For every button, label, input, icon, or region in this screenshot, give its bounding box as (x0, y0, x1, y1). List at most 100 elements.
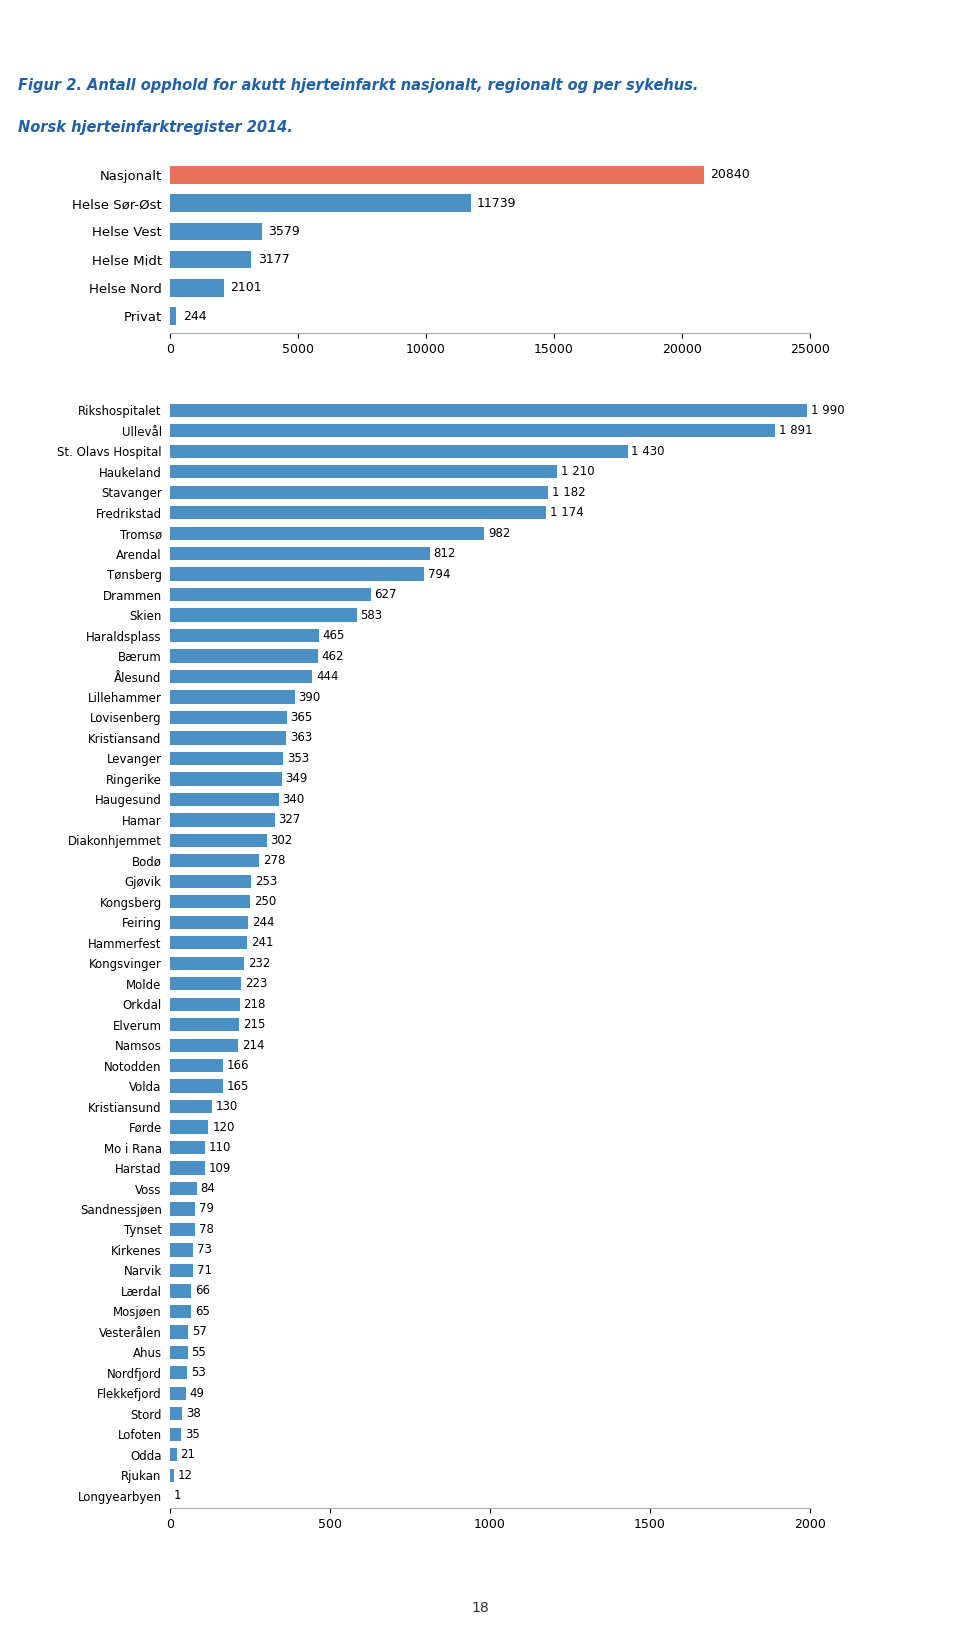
Bar (170, 167, 704, 183)
Text: 1 174: 1 174 (549, 506, 584, 519)
Bar (170, 753, 283, 766)
Bar (170, 895, 250, 908)
Bar (170, 1448, 177, 1461)
Text: 12: 12 (178, 1469, 193, 1482)
Bar (170, 1222, 195, 1237)
Text: ●●●  NORSK HJERTEINFARKTREGISTER: ●●● NORSK HJERTEINFARKTREGISTER (267, 21, 693, 41)
Text: 55: 55 (191, 1346, 206, 1360)
Bar (170, 1306, 191, 1319)
Text: 241: 241 (251, 936, 274, 949)
Text: 794: 794 (428, 568, 450, 581)
Text: 1 891: 1 891 (779, 424, 812, 437)
Text: 165: 165 (227, 1080, 249, 1093)
Text: 2101: 2101 (230, 281, 262, 294)
Bar (170, 998, 240, 1011)
Bar (170, 1346, 187, 1360)
Bar (170, 1080, 223, 1093)
Bar (170, 1140, 205, 1155)
Text: 3177: 3177 (257, 254, 290, 267)
Bar (170, 1428, 181, 1441)
Bar (170, 1162, 204, 1175)
Bar (170, 834, 267, 847)
Bar (170, 957, 244, 970)
Bar (170, 1263, 193, 1278)
Text: 340: 340 (282, 793, 305, 807)
Bar (170, 568, 424, 581)
Text: 1: 1 (174, 1489, 181, 1502)
Bar (170, 424, 775, 437)
Text: 109: 109 (208, 1162, 231, 1175)
Text: 20840: 20840 (709, 169, 750, 182)
Text: 73: 73 (197, 1243, 212, 1256)
Bar (170, 710, 287, 725)
Bar (170, 628, 319, 643)
Text: 57: 57 (192, 1325, 207, 1338)
Text: 214: 214 (242, 1039, 265, 1052)
Bar (170, 875, 251, 888)
Text: 353: 353 (287, 753, 309, 766)
Text: 1 210: 1 210 (561, 465, 594, 478)
Bar (170, 527, 484, 540)
Bar (170, 1121, 208, 1134)
Bar (170, 772, 281, 785)
Text: 79: 79 (199, 1202, 214, 1216)
Bar (170, 936, 247, 949)
Bar (170, 977, 241, 990)
Text: 250: 250 (253, 895, 276, 908)
Text: 444: 444 (316, 671, 339, 682)
Text: 65: 65 (195, 1306, 209, 1319)
Text: 349: 349 (285, 772, 308, 785)
Text: 1 430: 1 430 (632, 445, 665, 458)
Bar (170, 1469, 174, 1482)
Bar (170, 1284, 191, 1297)
Text: 78: 78 (199, 1224, 214, 1235)
Text: 812: 812 (434, 546, 456, 560)
Text: 38: 38 (186, 1407, 201, 1420)
Text: 244: 244 (252, 916, 275, 929)
Bar (170, 222, 262, 240)
Text: 327: 327 (278, 813, 300, 826)
Bar (170, 308, 177, 326)
Bar (170, 404, 806, 417)
Bar (170, 1018, 239, 1031)
Text: 253: 253 (254, 875, 277, 888)
Bar (170, 465, 557, 478)
Text: 110: 110 (209, 1140, 231, 1153)
Text: 120: 120 (212, 1121, 234, 1134)
Text: 66: 66 (195, 1284, 210, 1297)
Bar (170, 609, 356, 622)
Text: 583: 583 (360, 609, 382, 622)
Text: 390: 390 (299, 690, 321, 703)
Bar (170, 486, 548, 499)
Bar (170, 669, 312, 684)
Bar (170, 1181, 197, 1196)
Text: 11739: 11739 (477, 196, 516, 209)
Text: Figur 2. Antall opphold for akutt hjerteinfarkt nasjonalt, regionalt og per syke: Figur 2. Antall opphold for akutt hjerte… (18, 79, 698, 93)
Text: 278: 278 (263, 854, 285, 867)
Text: 302: 302 (271, 834, 293, 847)
Text: 365: 365 (291, 712, 313, 725)
Text: 462: 462 (322, 649, 345, 663)
Text: 21: 21 (180, 1448, 196, 1461)
Bar (170, 1058, 223, 1072)
Bar (170, 1243, 193, 1256)
Bar (170, 793, 278, 807)
Bar (170, 731, 286, 744)
Bar (170, 813, 275, 826)
Bar (170, 1366, 187, 1379)
Bar (170, 587, 371, 602)
Text: 1 182: 1 182 (552, 486, 586, 499)
Bar (170, 916, 248, 929)
Text: 244: 244 (182, 309, 206, 322)
Bar (170, 690, 295, 703)
Text: Norsk hjerteinfarktregister 2014.: Norsk hjerteinfarktregister 2014. (18, 119, 293, 134)
Text: 35: 35 (185, 1428, 200, 1441)
Text: 53: 53 (191, 1366, 205, 1379)
Text: 218: 218 (244, 998, 266, 1011)
Bar (170, 506, 545, 519)
Text: 71: 71 (197, 1265, 211, 1278)
Text: 982: 982 (488, 527, 511, 540)
Bar (170, 1387, 185, 1400)
Text: 18: 18 (471, 1602, 489, 1615)
Text: 49: 49 (189, 1387, 204, 1400)
